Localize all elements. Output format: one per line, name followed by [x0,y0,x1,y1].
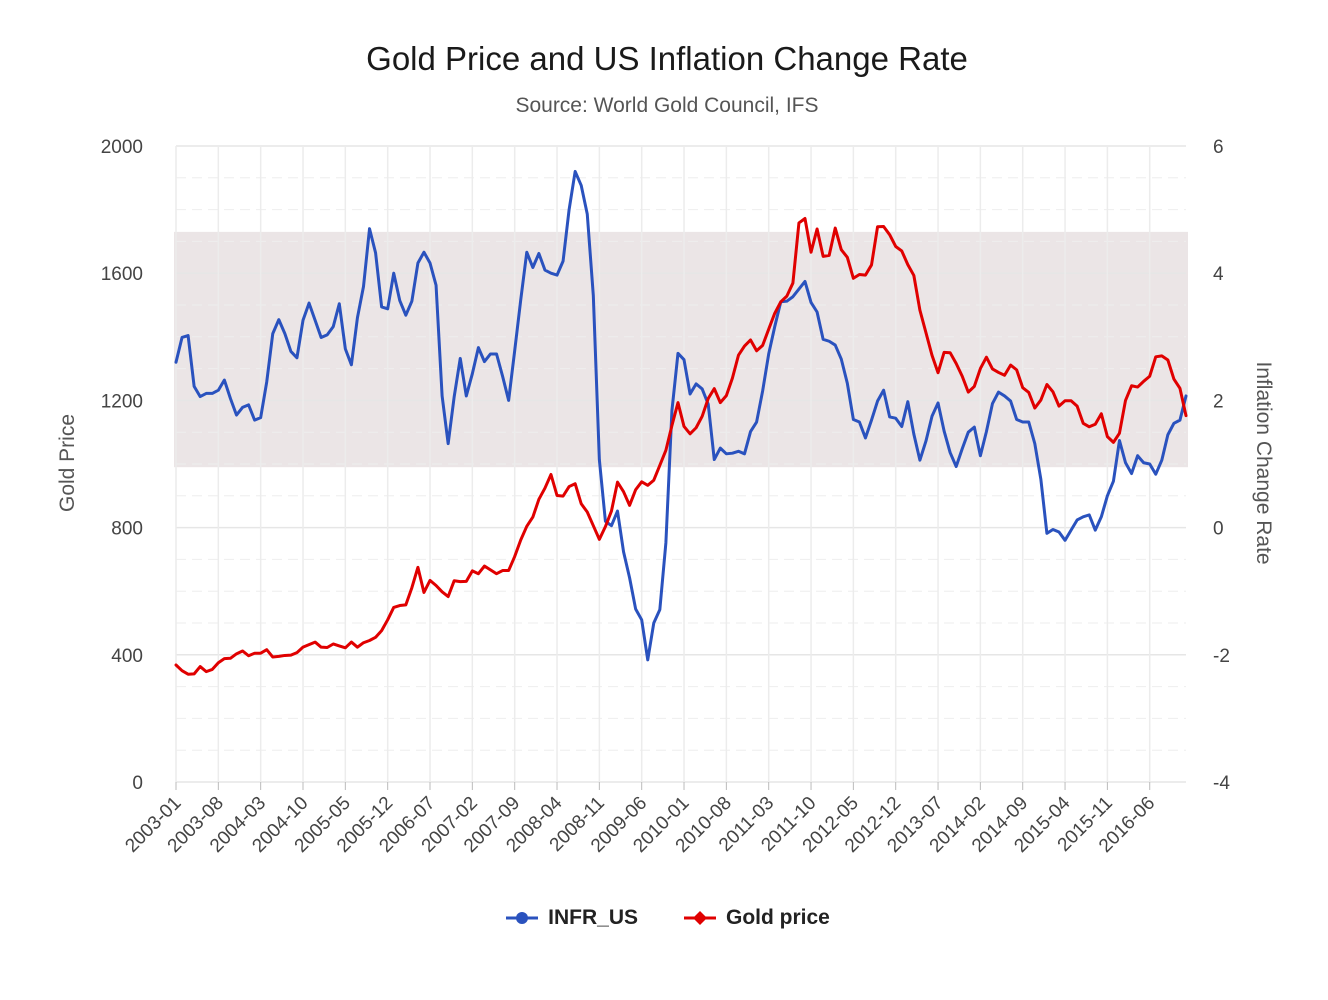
plot-band [174,231,1188,468]
x-axis-ticks: 2003-012003-082004-032004-102005-052005-… [121,782,1159,857]
right-axis-title: Inflation Change Rate [1252,361,1275,564]
chart-subtitle: Source: World Gold Council, IFS [515,94,819,117]
left-tick-label: 0 [132,773,143,794]
plot-band-layer [174,231,1188,468]
legend-label-gold-price: Gold price [726,906,830,929]
circle-marker-icon [506,912,539,924]
right-tick-label: 0 [1213,519,1224,540]
left-tick-label: 800 [111,519,143,540]
legend-item-infr-us[interactable]: INFR_US [504,906,638,930]
left-tick-label: 2000 [101,137,143,158]
left-tick-label: 1200 [101,391,143,412]
right-tick-label: 6 [1213,137,1224,158]
right-tick-label: -4 [1213,773,1230,794]
legend: INFR_US Gold price [0,906,1328,930]
series-layer [174,169,1188,676]
legend-label-infr-us: INFR_US [548,906,638,929]
right-axis-ticks: -4 -2 0 2 4 6 [1213,137,1230,794]
series-line-infr-us [174,169,1188,662]
left-tick-label: 1600 [101,264,143,285]
series-line-gold-price [174,217,1188,676]
right-tick-label: -2 [1213,646,1230,667]
chart-title: Gold Price and US Inflation Change Rate [366,40,968,77]
right-tick-label: 2 [1213,391,1224,412]
left-axis-title: Gold Price [56,414,79,512]
left-tick-label: 400 [111,646,143,667]
left-axis-ticks: 0 400 800 1200 1600 2000 [101,137,143,794]
gridlines [175,145,1186,783]
legend-item-gold-price[interactable]: Gold price [682,906,830,930]
right-tick-label: 4 [1213,264,1224,285]
diamond-marker-icon [684,911,716,925]
